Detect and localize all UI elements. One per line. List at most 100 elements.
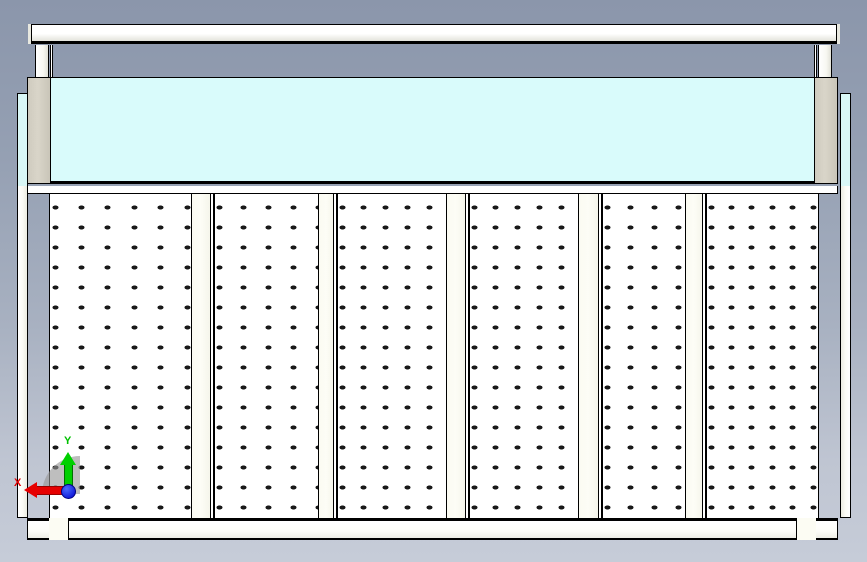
perforation-hole xyxy=(628,326,634,329)
perforation-hole xyxy=(769,226,775,229)
perforation-hole xyxy=(426,246,432,249)
perforation-hole xyxy=(628,286,634,289)
perforation-hole xyxy=(361,286,367,289)
perforation-hole xyxy=(241,486,247,489)
perforation-hole xyxy=(652,446,657,449)
perforation-hole xyxy=(810,466,816,469)
perforation-hole xyxy=(158,506,164,509)
mid-band xyxy=(27,186,838,194)
perforation-hole xyxy=(558,326,564,329)
perforation-hole xyxy=(708,386,714,389)
perforation-hole xyxy=(675,406,681,409)
perforation-hole xyxy=(216,226,222,229)
perforation-hole xyxy=(404,466,410,469)
perforation-hole xyxy=(241,506,247,509)
perforation-hole xyxy=(493,286,499,289)
perforation-hole xyxy=(158,446,164,449)
perforation-hole xyxy=(810,246,816,249)
perforation-hole xyxy=(105,286,111,289)
perforation-hole xyxy=(216,206,222,209)
perforation-hole xyxy=(383,266,389,269)
perforation-hole xyxy=(708,206,714,209)
perforation-hole xyxy=(361,206,367,209)
perforation-hole xyxy=(675,506,681,509)
perforation-hole xyxy=(339,326,345,329)
perforation-hole xyxy=(810,326,816,329)
perforation-hole xyxy=(158,226,164,229)
perforation-hole xyxy=(471,246,477,249)
perforation-hole xyxy=(290,346,296,349)
perforation-hole xyxy=(790,506,796,509)
mullion-5-edge xyxy=(702,194,706,518)
perforation-hole xyxy=(471,426,477,429)
perforation-hole xyxy=(493,406,499,409)
hole-grid xyxy=(50,194,192,518)
coordinate-triad[interactable]: Y X xyxy=(14,435,94,510)
perforation-hole xyxy=(652,346,657,349)
perforation-hole xyxy=(769,366,775,369)
perforation-hole xyxy=(471,346,477,349)
perforation-hole xyxy=(241,346,247,349)
perforation-hole xyxy=(769,206,775,209)
y-axis-label: Y xyxy=(64,435,72,447)
perforation-hole xyxy=(790,266,796,269)
perforation-hole xyxy=(769,306,775,309)
perforation-hole xyxy=(131,306,137,309)
perforation-hole xyxy=(536,266,542,269)
perforation-hole xyxy=(749,286,755,289)
perforation-hole xyxy=(628,486,634,489)
upper-post-right xyxy=(818,45,832,80)
perforation-hole xyxy=(241,286,247,289)
perforation-hole xyxy=(790,366,796,369)
perforation-hole xyxy=(493,206,499,209)
perforation-hole xyxy=(708,266,714,269)
perforation-hole xyxy=(769,446,775,449)
hole-grid xyxy=(469,194,588,518)
perforation-hole xyxy=(790,306,796,309)
perforation-hole xyxy=(790,346,796,349)
perforation-hole xyxy=(266,246,271,249)
perforation-hole xyxy=(749,386,755,389)
perforation-hole xyxy=(339,506,345,509)
perforation-hole xyxy=(471,466,477,469)
perforation-hole xyxy=(290,286,296,289)
perforation-hole xyxy=(290,326,296,329)
perforation-hole xyxy=(290,306,296,309)
perforation-hole xyxy=(361,246,367,249)
perforation-hole xyxy=(105,266,111,269)
perforation-hole xyxy=(604,286,610,289)
perforation-hole xyxy=(184,246,190,249)
perforation-hole xyxy=(471,406,477,409)
side-rail-left xyxy=(17,93,28,518)
perforation-hole xyxy=(790,486,796,489)
perforation-hole xyxy=(339,426,345,429)
perforation-hole xyxy=(241,466,247,469)
perforation-hole xyxy=(558,346,564,349)
perforation-hole xyxy=(184,406,190,409)
perforation-hole xyxy=(558,506,564,509)
perforation-hole xyxy=(361,386,367,389)
perforation-hole xyxy=(52,346,58,349)
perforation-hole xyxy=(471,226,477,229)
perforation-hole xyxy=(675,346,681,349)
perforation-hole xyxy=(558,366,564,369)
perforation-hole xyxy=(52,406,58,409)
perforation-hole xyxy=(652,426,657,429)
perforation-hole xyxy=(604,406,610,409)
perforation-hole xyxy=(158,346,164,349)
perforation-hole xyxy=(810,406,816,409)
perforation-hole xyxy=(604,386,610,389)
mullion-2-edge xyxy=(333,194,337,518)
perforation-hole xyxy=(361,326,367,329)
perforation-hole xyxy=(404,206,410,209)
perforation-hole xyxy=(52,366,58,369)
perforation-hole xyxy=(158,326,164,329)
perforation-hole xyxy=(652,226,657,229)
perforation-hole xyxy=(749,466,755,469)
perforation-hole xyxy=(628,366,634,369)
perforation-hole xyxy=(339,486,345,489)
top-beam xyxy=(28,24,840,44)
perforation-hole xyxy=(241,426,247,429)
perforation-hole xyxy=(708,406,714,409)
